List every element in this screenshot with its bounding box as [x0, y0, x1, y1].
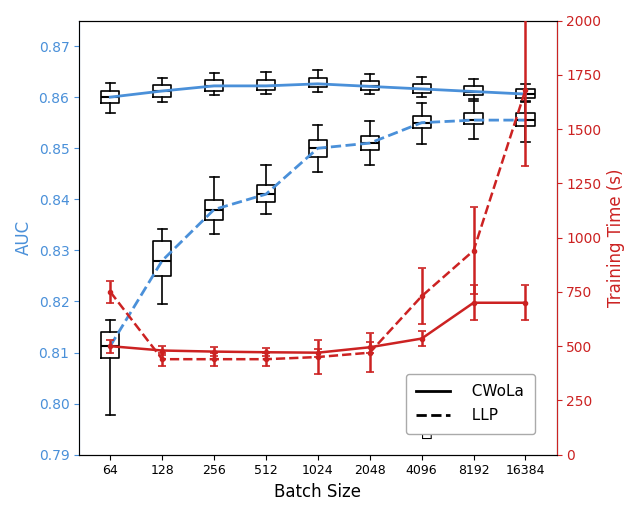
Y-axis label: AUC: AUC — [15, 220, 33, 255]
Text: 🐨: 🐨 — [420, 395, 432, 414]
X-axis label: Batch Size: Batch Size — [275, 483, 362, 501]
Text: 🍭: 🍭 — [420, 422, 432, 440]
Y-axis label: Training Time (s): Training Time (s) — [607, 168, 625, 307]
Legend:   CWoLa,   LLP: CWoLa, LLP — [406, 374, 534, 434]
